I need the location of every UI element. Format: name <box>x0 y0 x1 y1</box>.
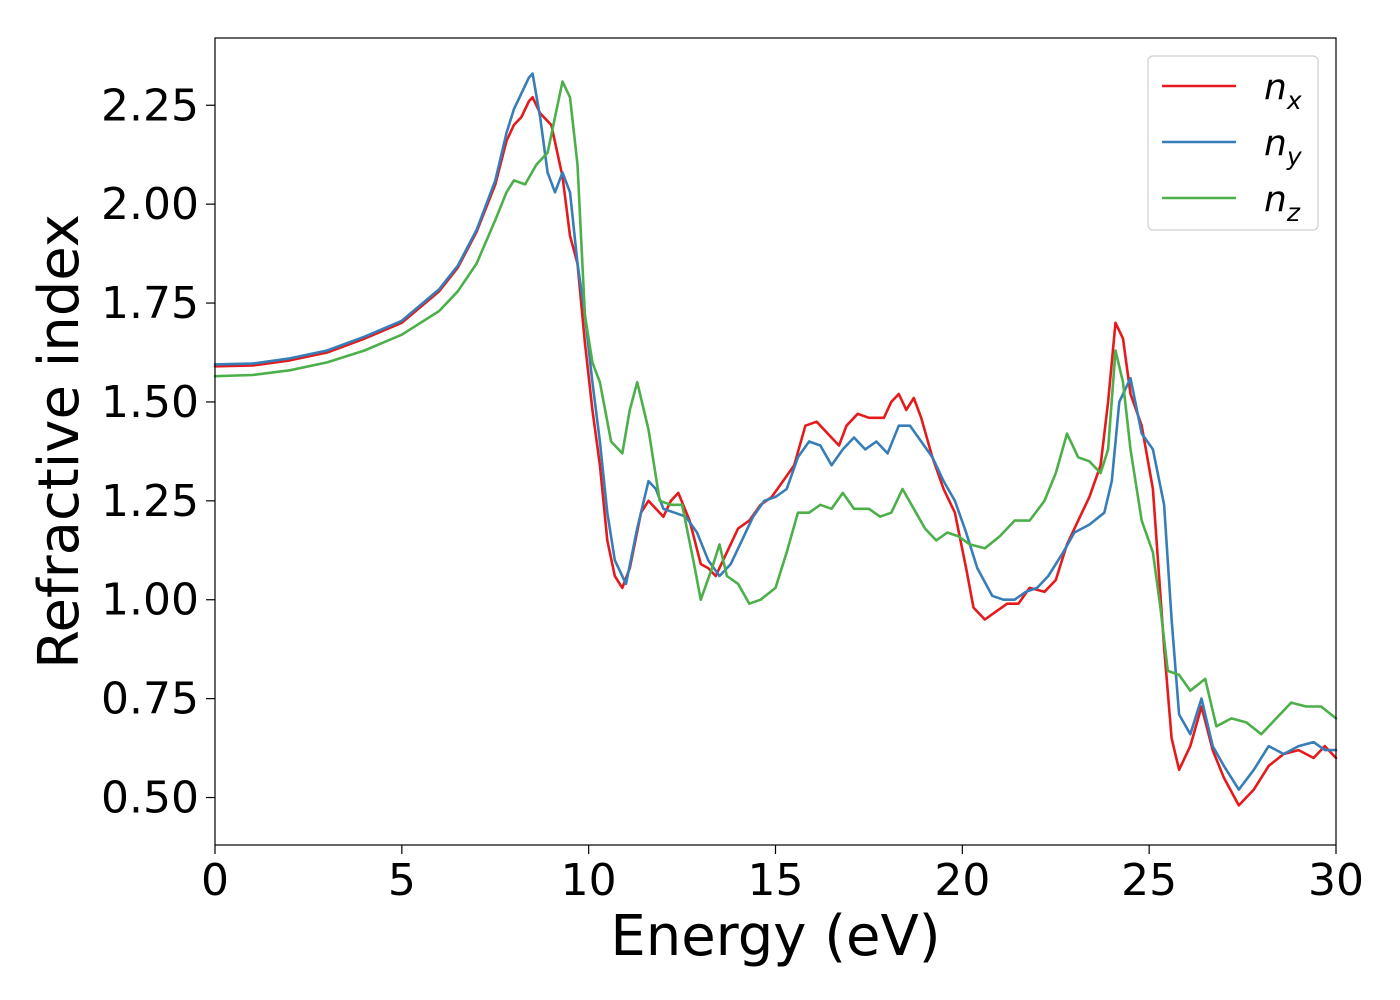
x-axis: 0 5 10 15 20 25 30 <box>201 845 1364 906</box>
y-axis: 0.50 0.75 1.00 1.25 1.50 1.75 2.00 2.25 <box>101 80 215 824</box>
series-layer <box>213 72 1338 807</box>
y-tick-label: 2.25 <box>101 80 199 131</box>
legend-label-y: ny <box>1264 123 1303 171</box>
legend: nx ny nz <box>1147 55 1319 231</box>
series-line-y <box>213 72 1338 791</box>
x-tick-label: 20 <box>934 855 990 906</box>
y-tick-label: 1.50 <box>101 377 199 428</box>
x-tick-label: 5 <box>388 855 416 906</box>
y-tick-label: 1.25 <box>101 476 199 527</box>
x-tick-label: 25 <box>1121 855 1177 906</box>
x-tick-label: 10 <box>561 855 617 906</box>
legend-label-x: nx <box>1264 67 1302 115</box>
x-tick-label: 0 <box>201 855 229 906</box>
y-tick-label: 1.75 <box>101 278 199 329</box>
y-tick-label: 2.00 <box>101 179 199 230</box>
y-axis-title: Refractive index <box>27 214 92 669</box>
x-tick-label: 30 <box>1308 855 1364 906</box>
series-line-z <box>213 80 1338 736</box>
y-tick-label: 1.00 <box>101 575 199 626</box>
x-axis-title: Energy (eV) <box>610 904 940 969</box>
y-tick-label: 0.50 <box>101 773 199 824</box>
series-line-x <box>213 96 1338 807</box>
legend-label-z: nz <box>1264 179 1301 227</box>
y-tick-label: 0.75 <box>101 674 199 725</box>
x-tick-label: 15 <box>748 855 804 906</box>
